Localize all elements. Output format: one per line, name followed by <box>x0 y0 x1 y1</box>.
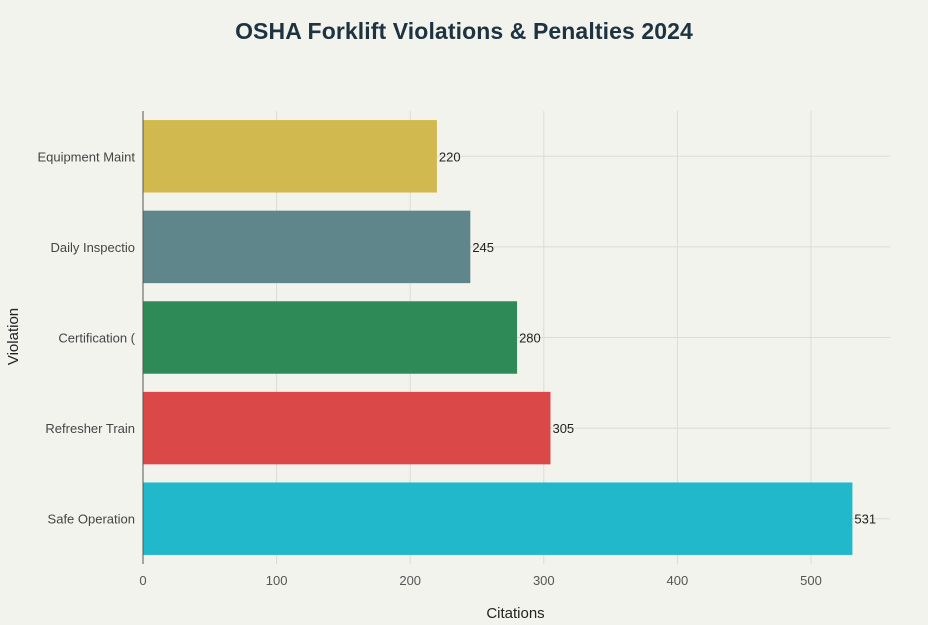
category-label: Daily Inspectio <box>50 240 135 255</box>
category-labels: Equipment Maint Daily Inspectio Certificat… <box>37 149 135 526</box>
x-tick-label: 200 <box>399 573 421 588</box>
x-tick-label: 100 <box>266 573 288 588</box>
bar <box>143 210 471 284</box>
data-label: 531 <box>854 512 876 527</box>
category-label: Safe Operation <box>48 512 135 527</box>
bar <box>143 120 437 193</box>
chart-title: OSHA Forklift Violations & Penalties 202… <box>235 18 693 44</box>
data-label: 220 <box>439 149 461 164</box>
x-axis-title: Citations <box>486 605 544 622</box>
category-label: Equipment Maint <box>37 149 135 164</box>
bar <box>143 391 551 465</box>
x-tick-label: 0 <box>139 573 146 588</box>
data-labels: 220 245 280 305 531 <box>439 149 876 526</box>
category-label: Certification ( <box>58 331 135 346</box>
y-axis-title: Violation <box>5 308 22 365</box>
bar <box>143 482 853 555</box>
x-tick-label: 500 <box>800 573 822 588</box>
x-tick-label: 300 <box>533 573 555 588</box>
bar <box>143 301 518 374</box>
bars <box>143 120 853 555</box>
data-label: 305 <box>552 421 574 436</box>
category-label: Refresher Train <box>45 421 135 436</box>
data-label: 245 <box>472 240 494 255</box>
x-tick-label: 400 <box>667 573 689 588</box>
data-label: 280 <box>519 331 541 346</box>
x-tick-labels: 0 100 200 300 400 500 <box>139 573 821 588</box>
